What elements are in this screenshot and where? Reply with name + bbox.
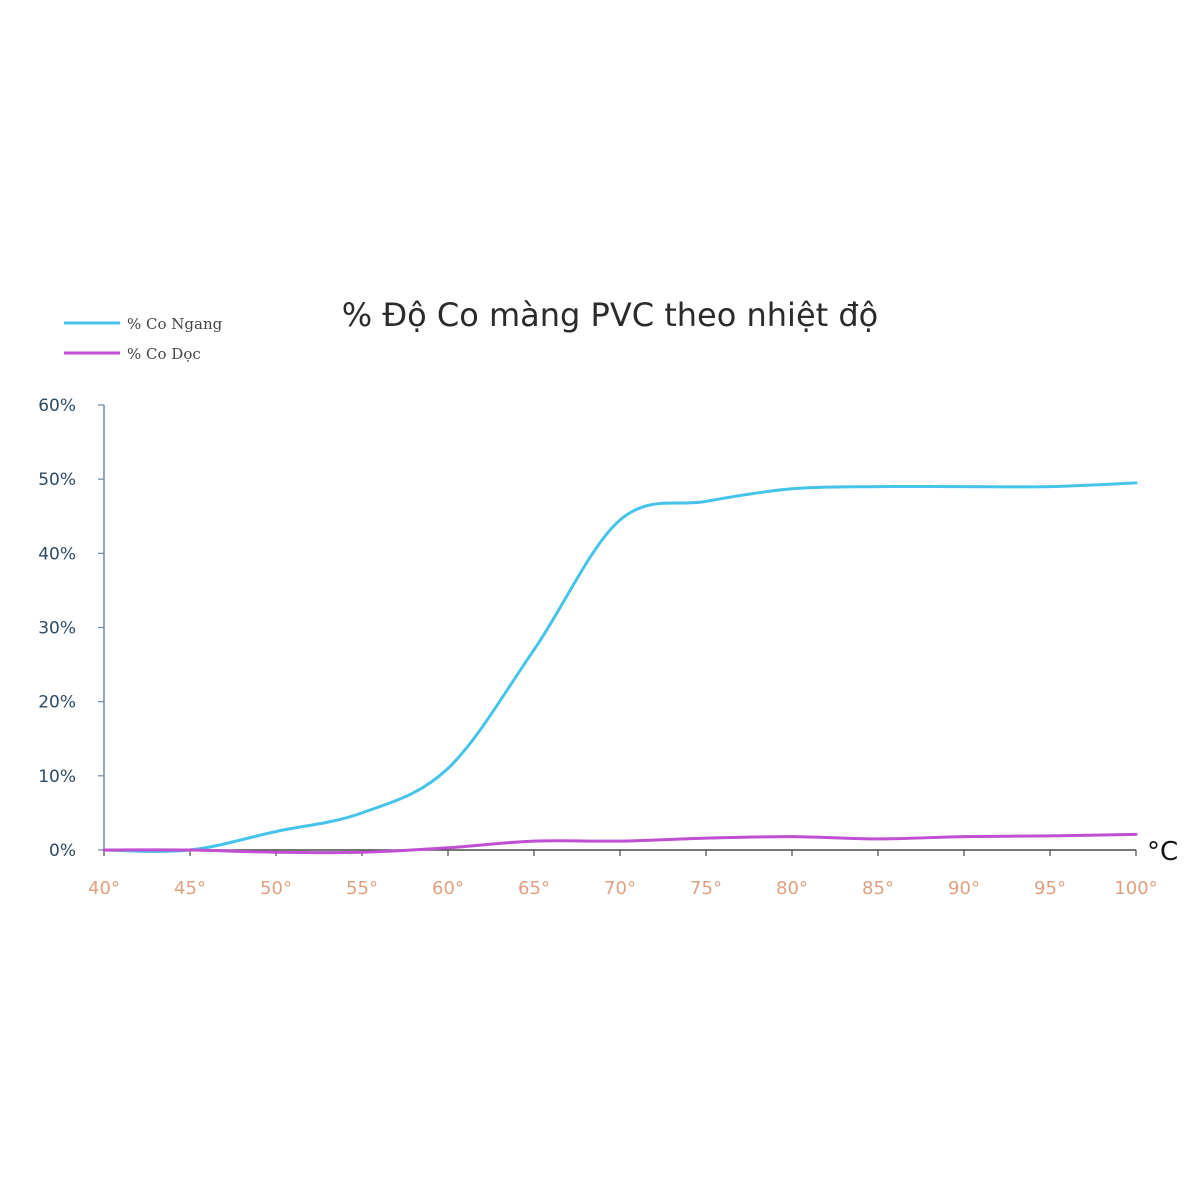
- x-tick-label: 95°: [1034, 878, 1066, 899]
- x-tick-label: 40°: [88, 878, 120, 899]
- x-tick-label: 90°: [948, 878, 980, 899]
- legend-label-co-doc: % Co Dọc: [127, 345, 201, 363]
- y-tick-label: 30%: [38, 619, 76, 639]
- chart-title: % Độ Co màng PVC theo nhiệt độ: [342, 296, 878, 334]
- x-tick-label: 60°: [432, 878, 464, 899]
- series-layer: [102, 481, 1138, 855]
- y-tick-label: 20%: [38, 693, 76, 713]
- series-line-co-doc: [102, 832, 1138, 855]
- y-tick-label: 40%: [38, 544, 76, 564]
- y-tick-label: 50%: [38, 470, 76, 490]
- x-tick-label: 85°: [862, 878, 894, 899]
- x-tick-label: 45°: [174, 878, 206, 899]
- y-tick-label: 60%: [38, 396, 76, 416]
- y-tick-label: 10%: [38, 767, 76, 787]
- x-tick-label: 80°: [776, 878, 808, 899]
- x-tick-label: 75°: [690, 878, 722, 899]
- x-axis-unit-label: °C: [1147, 837, 1178, 867]
- y-tick-label: 0%: [49, 841, 76, 861]
- legend-label-co-ngang: % Co Ngang: [127, 315, 223, 333]
- series-line-co-ngang: [102, 481, 1138, 853]
- axes: 0% 10% 20% 30% 40% 50% 60% 40° 45° 50° 55° 60° 65° 70…: [38, 396, 1157, 899]
- legend: % Co Ngang % Co Dọc: [64, 315, 223, 363]
- x-tick-label: 70°: [604, 878, 636, 899]
- x-tick-label: 50°: [260, 878, 292, 899]
- x-tick-label: 100°: [1114, 878, 1157, 899]
- x-tick-label: 65°: [518, 878, 550, 899]
- x-tick-label: 55°: [346, 878, 378, 899]
